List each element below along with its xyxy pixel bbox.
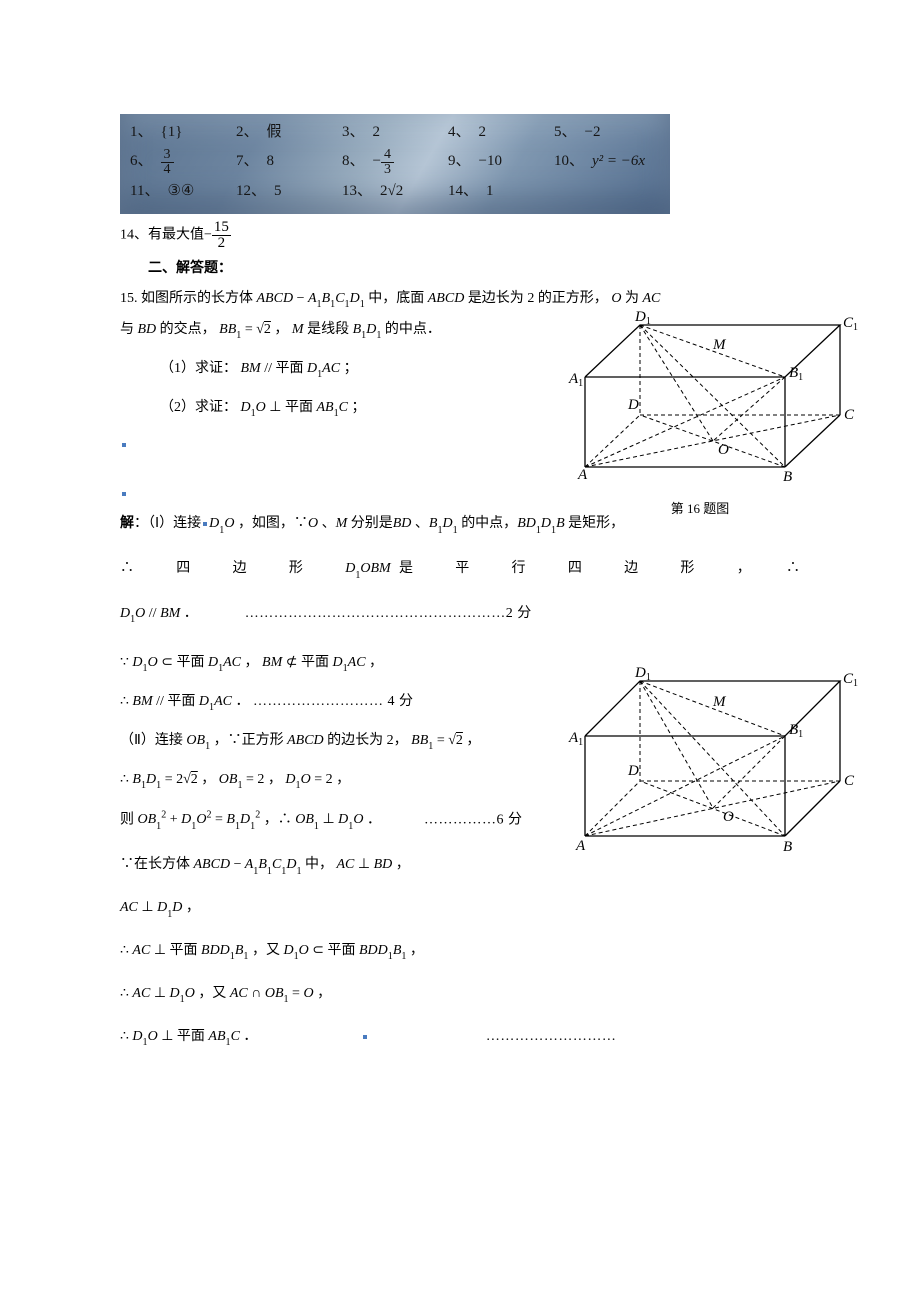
ans-2: 2、假 [236, 120, 342, 146]
svg-text:A1: A1 [568, 371, 583, 389]
svg-text:D1: D1 [634, 665, 651, 683]
cuboid-diagram-icon: D1 C1 A1 B1 M D C A B O [540, 307, 860, 487]
ans-14: 14、1 [448, 179, 554, 205]
sol-line-ac-perp-d1o: ∴ AC ⊥ D1O ，又 AC ∩ OB1 = O ， [120, 982, 800, 1007]
figure-1-cuboid: D1 C1 A1 B1 M D C A B O 第 16 题图 [540, 307, 860, 507]
ans-3: 3、2 [342, 120, 448, 146]
ans-6: 6、34 [130, 148, 236, 177]
ans-7: 7、8 [236, 148, 342, 177]
cuboid-diagram-2-icon: D1 C1 A1 B1 M D C A B O [540, 661, 860, 861]
svg-text:B: B [783, 469, 792, 485]
svg-text:A1: A1 [568, 730, 583, 748]
svg-text:M: M [712, 694, 727, 710]
ans-5: 5、−2 [554, 120, 660, 146]
svg-text:D: D [627, 397, 639, 413]
svg-text:C: C [844, 773, 855, 789]
sol-line-ac-perp-plane: ∴ AC ⊥ 平面 BDD1B1 ，又 D1O ⊂ 平面 BDD1B1 ， [120, 939, 800, 964]
ans-8: 8、−43 [342, 148, 448, 177]
ans-12: 12、5 [236, 179, 342, 205]
svg-text:A: A [575, 838, 586, 854]
ans-4: 4、2 [448, 120, 554, 146]
sol-line-conclusion: ∴ D1O ⊥ 平面 AB1C ． ……………………… [120, 1025, 800, 1050]
score-marker-6: ……………6 分 [424, 812, 523, 827]
svg-text:C: C [844, 407, 855, 423]
svg-text:O: O [723, 809, 734, 825]
svg-text:M: M [712, 337, 727, 353]
score-marker-4: ……………………… 4 分 [253, 694, 414, 709]
sol-line-ac-perp-d1d: AC ⊥ D1D ， [120, 896, 800, 921]
svg-text:B: B [783, 839, 792, 855]
line-14-max: 14、有最大值−152 [120, 220, 800, 251]
ans-13: 13、2√2 [342, 179, 448, 205]
score-marker-2: ………………………………………………2 分 [245, 606, 532, 621]
svg-text:D1: D1 [634, 309, 651, 327]
section-2-heading: 二、解答题： [148, 257, 800, 281]
scanned-answers-photo: 1、{1} 2、假 3、2 4、2 5、−2 6、34 7、8 8、−43 9、… [120, 114, 670, 214]
svg-text:B1: B1 [789, 722, 803, 740]
ans-11: 11、③④ [130, 179, 236, 205]
svg-text:C1: C1 [843, 671, 858, 689]
ans-10: 10、y² = −6x [554, 148, 660, 177]
ans-1: 1、{1} [130, 120, 236, 146]
sol-line-d1o-parallel-bm: D1O // BM ． ………………………………………………2 分 [120, 602, 800, 627]
figure-1-caption: 第 16 题图 [540, 498, 860, 520]
sol-line-parallelogram: ∴ 四 边 形 D1OBM 是 平 行 四 边 形 ， ∴ [120, 557, 800, 582]
svg-text:B1: B1 [789, 365, 803, 383]
score-marker-final: ……………………… [486, 1029, 617, 1044]
ans-9: 9、−10 [448, 148, 554, 177]
svg-text:C1: C1 [843, 315, 858, 333]
svg-text:A: A [577, 467, 588, 483]
figure-2-cuboid: D1 C1 A1 B1 M D C A B O [540, 661, 860, 861]
svg-text:D: D [627, 763, 639, 779]
svg-text:O: O [718, 442, 729, 458]
